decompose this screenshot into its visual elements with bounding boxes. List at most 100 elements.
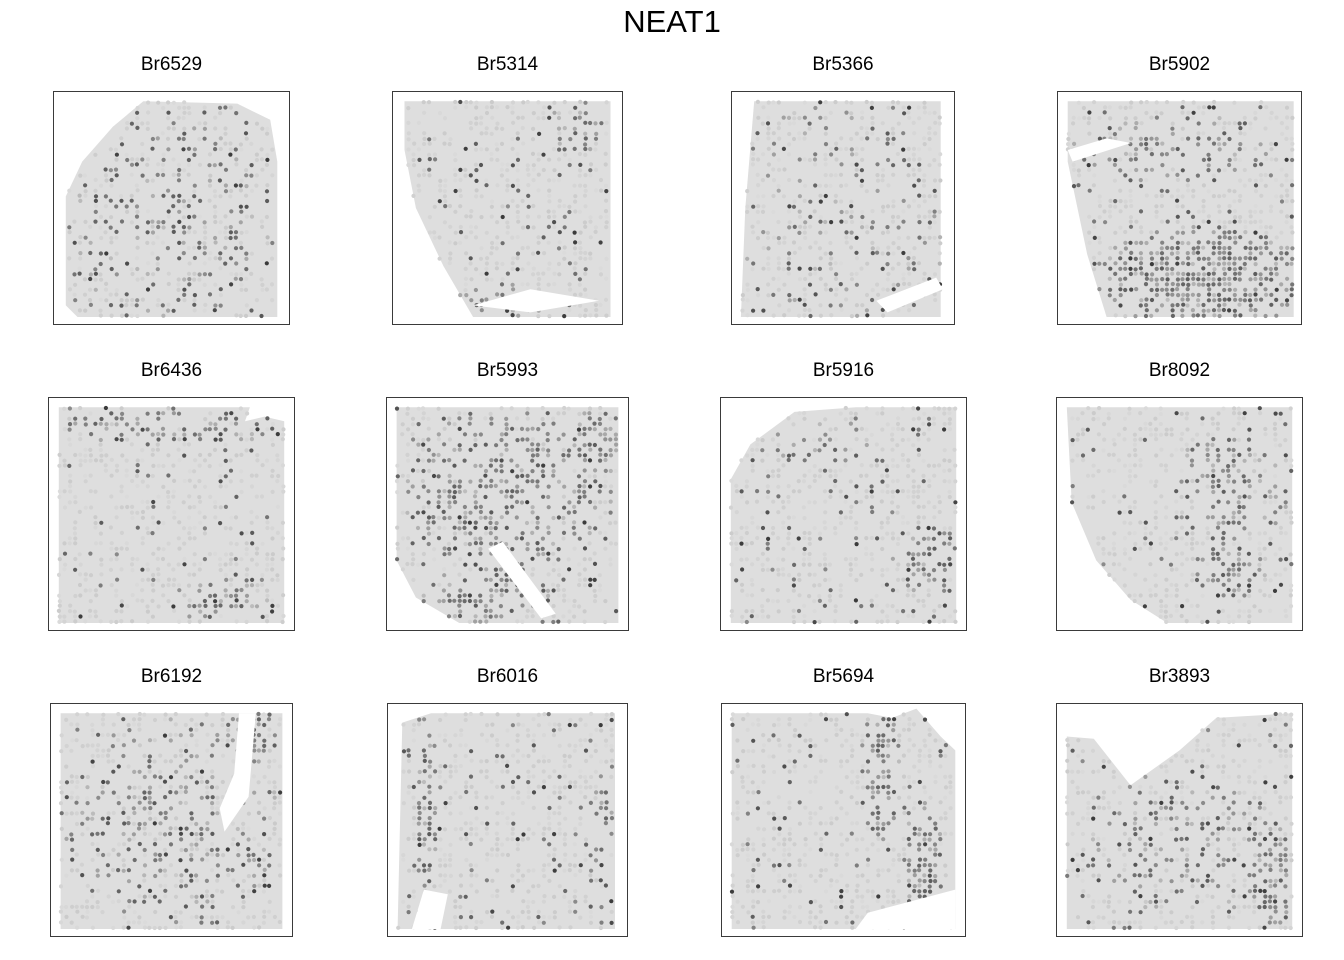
spot-plot-panel [392, 91, 623, 325]
spot [912, 172, 917, 177]
spot [182, 562, 187, 567]
spot [937, 500, 942, 505]
spot [937, 531, 942, 536]
spot [499, 437, 504, 443]
spot [124, 298, 129, 303]
spot [129, 510, 135, 515]
spot [1175, 240, 1180, 245]
spot [1118, 277, 1123, 282]
spot [561, 520, 566, 525]
spot [775, 599, 780, 604]
spot [890, 489, 895, 494]
spot [145, 271, 150, 277]
spot [124, 152, 129, 157]
spot [879, 499, 884, 504]
spot [93, 421, 98, 426]
spot [536, 172, 541, 177]
spot [1185, 287, 1190, 292]
spot [499, 282, 505, 287]
spot [223, 189, 229, 194]
spot [272, 826, 277, 831]
spot [438, 188, 443, 193]
spot [395, 525, 400, 530]
spot [577, 604, 582, 609]
spot [218, 474, 223, 479]
spot [431, 530, 436, 535]
spot [205, 732, 210, 737]
spot [1278, 546, 1283, 551]
spot [906, 613, 911, 618]
spot [1195, 313, 1200, 318]
spot [1113, 157, 1118, 163]
spot [395, 546, 400, 551]
spot [890, 604, 895, 609]
spot [62, 489, 67, 494]
spot [254, 152, 259, 157]
spot [124, 204, 129, 209]
spot [410, 562, 415, 567]
spot [267, 853, 272, 858]
spot [1143, 531, 1148, 536]
spot [88, 453, 93, 458]
spot [101, 779, 106, 785]
spot [561, 536, 566, 541]
spot [1236, 468, 1241, 473]
spot [406, 427, 411, 432]
spot [265, 556, 270, 561]
spot [197, 619, 202, 624]
spot [854, 271, 859, 276]
spot [277, 811, 282, 816]
spot [761, 266, 766, 271]
spot [1222, 297, 1227, 302]
spot [266, 717, 272, 722]
spot [609, 484, 614, 489]
spot [514, 588, 519, 593]
spot [744, 609, 749, 614]
spot [135, 469, 140, 474]
spot [194, 842, 199, 847]
spot [854, 437, 859, 442]
spot [281, 546, 286, 551]
spot [463, 173, 468, 178]
spot [108, 168, 113, 173]
spot [1243, 225, 1248, 230]
spot [177, 588, 182, 593]
spot [99, 183, 104, 188]
spot [256, 717, 261, 722]
spot [234, 588, 239, 593]
spot [906, 235, 911, 240]
spot [182, 427, 187, 432]
spot [834, 141, 839, 146]
spot [885, 204, 891, 209]
spot [566, 557, 571, 562]
spot [431, 520, 436, 525]
spot [1087, 230, 1092, 235]
spot [787, 121, 792, 126]
spot [776, 183, 781, 189]
spot [114, 505, 119, 510]
spot [1180, 230, 1186, 235]
spot [1118, 105, 1123, 110]
spot [573, 116, 578, 121]
spot [436, 500, 441, 505]
spot [750, 463, 755, 468]
spot [530, 469, 535, 474]
spot [186, 172, 191, 177]
spot [495, 183, 500, 188]
spot [1259, 162, 1264, 167]
spot [129, 198, 134, 203]
spot [484, 230, 489, 235]
spot [178, 800, 183, 805]
spot [561, 577, 566, 582]
spot [93, 525, 98, 530]
spot [249, 448, 254, 453]
spot [1170, 287, 1175, 292]
spot [1232, 209, 1238, 214]
spot [886, 271, 891, 277]
spot [72, 272, 77, 277]
spot [557, 572, 562, 578]
spot [1149, 256, 1155, 261]
spot [875, 536, 880, 541]
spot [207, 427, 212, 432]
spot [1123, 151, 1129, 156]
